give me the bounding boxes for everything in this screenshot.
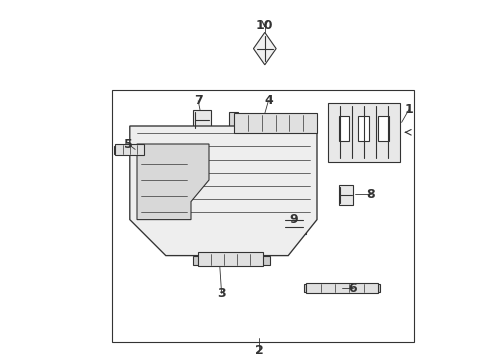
Polygon shape	[116, 144, 144, 155]
Text: 6: 6	[349, 282, 357, 294]
Text: 1: 1	[404, 103, 413, 116]
Polygon shape	[306, 283, 378, 293]
Polygon shape	[253, 32, 276, 65]
Bar	[229, 112, 238, 135]
Text: 5: 5	[123, 138, 132, 150]
Bar	[193, 256, 202, 265]
Text: 7: 7	[194, 94, 202, 107]
Bar	[339, 116, 349, 141]
Polygon shape	[198, 252, 263, 266]
Bar	[378, 116, 389, 141]
Bar	[112, 90, 414, 342]
Circle shape	[162, 173, 184, 194]
Bar	[339, 185, 353, 205]
Bar	[375, 284, 380, 292]
Polygon shape	[130, 126, 317, 256]
Text: 10: 10	[256, 19, 273, 32]
Text: 3: 3	[217, 287, 226, 300]
Text: 9: 9	[289, 213, 298, 226]
Bar	[143, 146, 148, 154]
Polygon shape	[137, 144, 209, 220]
Bar	[358, 116, 369, 141]
Polygon shape	[234, 113, 317, 133]
Text: 8: 8	[367, 188, 375, 201]
Bar	[304, 284, 310, 292]
Circle shape	[148, 158, 198, 209]
Bar	[261, 256, 270, 265]
Bar	[193, 110, 211, 130]
Text: 4: 4	[264, 94, 273, 107]
Bar	[114, 146, 119, 154]
Text: 2: 2	[255, 345, 264, 357]
Bar	[281, 212, 306, 234]
Bar	[328, 103, 400, 162]
